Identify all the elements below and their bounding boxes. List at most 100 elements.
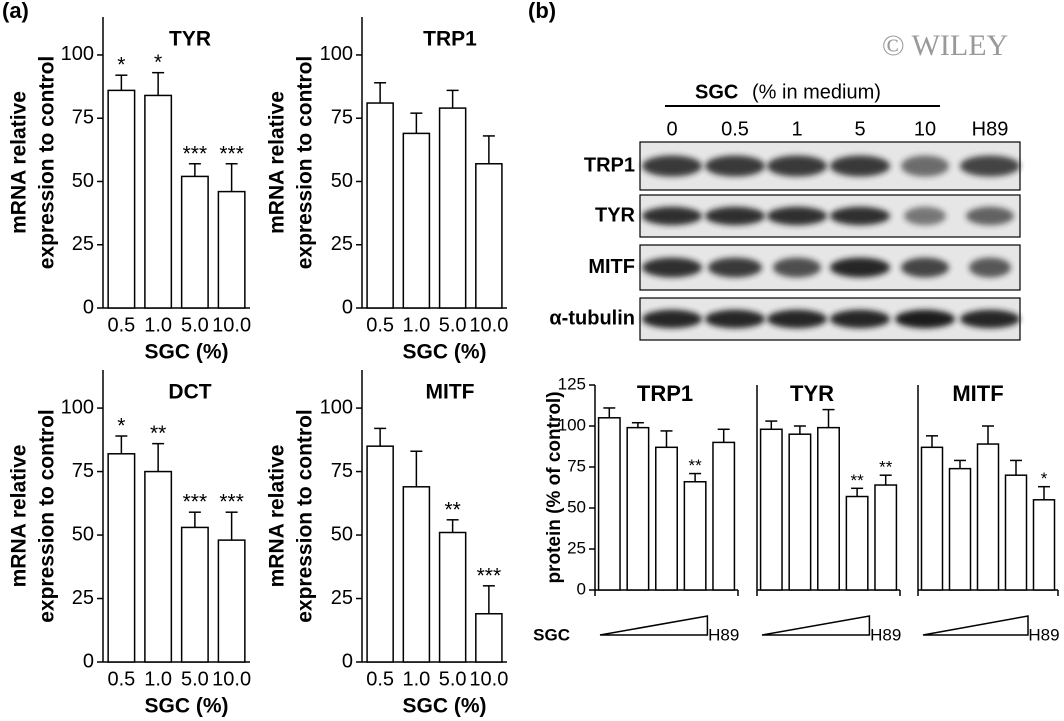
y-tick-label: 100	[61, 43, 94, 65]
blot-band	[830, 155, 890, 177]
chart-title: DCT	[168, 381, 211, 404]
bar	[597, 417, 621, 591]
significance: **	[879, 458, 893, 477]
y-tick-label: 50	[72, 170, 94, 192]
y-tick-label: 50	[567, 497, 586, 516]
row-label: MITF	[588, 256, 635, 278]
bar	[438, 531, 467, 663]
y-tick-label: 50	[72, 523, 94, 545]
blot-band	[895, 309, 955, 329]
significance: **	[688, 456, 702, 475]
blot-subtitle: (% in medium)	[752, 81, 881, 103]
bar	[976, 443, 1000, 591]
bar	[217, 539, 246, 663]
y-axis-label: expression to control	[36, 409, 59, 623]
row-label: TYR	[595, 204, 636, 226]
significance: **	[150, 422, 166, 445]
significance: **	[850, 471, 864, 490]
bar	[817, 426, 840, 591]
blot-band	[901, 155, 949, 177]
x-tick-label: 0.5	[107, 314, 135, 336]
lane-label: 1	[791, 118, 802, 140]
x-tick-label: 0.5	[366, 314, 394, 336]
bar	[366, 102, 394, 309]
bar	[180, 175, 209, 309]
bar	[1032, 499, 1056, 591]
y-tick-label: 75	[72, 460, 94, 482]
x-tick-label: 0.5	[107, 668, 135, 690]
blot: SGC (% in medium)	[665, 81, 940, 107]
chart-title: MITF	[952, 381, 1003, 406]
blot-band	[830, 257, 890, 278]
y-axis-label: expression to control	[294, 56, 317, 270]
x-tick-label: 1.0	[144, 668, 172, 690]
bar	[845, 495, 869, 591]
bar	[712, 441, 736, 591]
y-tick-label: 0	[577, 579, 586, 598]
x-tick-label: 1.0	[144, 314, 172, 336]
significance: *	[154, 51, 162, 74]
significance: **	[444, 498, 460, 521]
lane-label: 5	[854, 118, 865, 140]
blot-band	[767, 309, 827, 329]
significance: *	[117, 54, 125, 77]
x-tick-label: 10.0	[212, 668, 251, 690]
dose-ramp	[761, 615, 871, 636]
x-tick-label: 5.0	[439, 668, 467, 690]
x-tick-label: 10.0	[212, 314, 251, 336]
x-tick-label: 0.5	[366, 668, 394, 690]
lane-label: 10	[914, 118, 936, 140]
y-tick-label: 75	[72, 106, 94, 128]
y-tick-label: 25	[331, 233, 353, 255]
blot-band	[642, 206, 702, 226]
chart-title: TRP1	[637, 381, 693, 406]
chart-title: MITF	[426, 381, 475, 404]
blot-band	[830, 309, 890, 329]
bar	[438, 107, 467, 309]
y-axis-label: mRNA relative	[8, 445, 31, 588]
bar	[475, 163, 503, 309]
y-axis-label: mRNA relative	[266, 91, 289, 234]
y-tick-label: 0	[342, 650, 353, 672]
significance: *	[1041, 469, 1048, 488]
y-axis-label: expression to control	[36, 56, 59, 270]
y-tick-label: 100	[320, 396, 353, 418]
significance: ***	[183, 491, 208, 514]
blot-band	[705, 206, 765, 226]
bar	[217, 190, 246, 309]
y-tick-label: 0	[342, 296, 353, 318]
bar	[759, 428, 783, 591]
bar	[626, 426, 650, 591]
dose-ramp	[599, 615, 709, 636]
y-tick-label: 100	[558, 415, 586, 434]
y-tick-label: 75	[331, 460, 353, 482]
y-tick-label: 25	[72, 587, 94, 609]
bar	[107, 89, 136, 309]
blot-band	[767, 206, 827, 226]
significance: ***	[477, 564, 502, 587]
panel-label: (a)	[2, 0, 29, 23]
x-tick-label: H89	[870, 625, 901, 644]
x-axis-label: SGC (%)	[403, 695, 487, 718]
blot-band	[642, 155, 702, 177]
y-tick-label: 25	[331, 587, 353, 609]
bar	[683, 481, 707, 591]
blot-band	[904, 206, 946, 226]
significance: ***	[183, 142, 208, 165]
significance: *	[117, 415, 125, 438]
bar	[1004, 474, 1028, 591]
bar	[144, 470, 173, 663]
bar	[655, 446, 678, 591]
y-tick-label: 0	[83, 650, 94, 672]
y-tick-label: 100	[320, 43, 353, 65]
blot-band	[966, 206, 1014, 226]
blot-band	[642, 309, 702, 329]
x-tick-label: 5.0	[439, 314, 467, 336]
panel-label: (b)	[528, 0, 556, 23]
y-axis-label: mRNA relative	[266, 445, 289, 588]
x-tick-label: 10.0	[469, 314, 508, 336]
lane-label: 0	[666, 118, 677, 140]
x-axis-label: SGC	[533, 625, 570, 644]
y-axis-label: protein (% of control)	[544, 391, 565, 583]
